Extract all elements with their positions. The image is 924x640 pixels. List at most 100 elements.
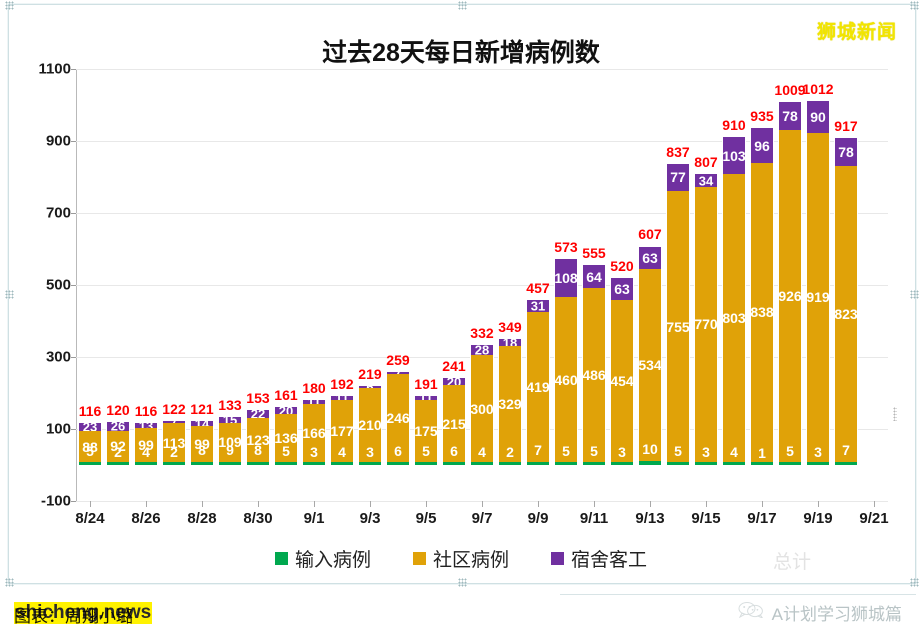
bar-segment-dorm[interactable]: 20 [442, 375, 466, 388]
bar-segment-community[interactable]: 460 [554, 297, 578, 463]
bar-segment-imported[interactable] [750, 462, 774, 465]
bar-segment-imported[interactable] [638, 461, 662, 465]
bar-column[interactable]: 26 92 2 120 [106, 402, 130, 465]
bar-segment-imported[interactable] [694, 462, 718, 465]
bar-segment-dorm[interactable]: 108 [554, 258, 578, 298]
bar-segment-community[interactable]: 770 [694, 186, 718, 463]
bar-segment-dorm[interactable]: 63 [638, 246, 662, 270]
bar-segment-dorm[interactable]: 7 [162, 416, 186, 429]
bar-segment-community[interactable]: 88 [78, 431, 102, 463]
bar-segment-community[interactable]: 99 [190, 426, 214, 462]
bar-column[interactable]: 90 919 3 1012 [802, 81, 834, 465]
legend-item[interactable]: 社区病例 [412, 545, 509, 572]
bar-segment-community[interactable]: 823 [834, 166, 858, 462]
bar-segment-dorm[interactable]: 103 [722, 137, 746, 175]
bar-segment-dorm[interactable]: 34 [694, 174, 718, 187]
bar-segment-imported[interactable] [778, 462, 802, 465]
bar-column[interactable]: 63 454 3 520 [610, 258, 634, 465]
bar-column[interactable]: 103 803 4 910 [722, 117, 746, 465]
bar-segment-community[interactable]: 92 [106, 430, 130, 463]
bar-segment-dorm[interactable]: 64 [582, 265, 606, 289]
bar-column[interactable]: 63 534 10 607 [638, 226, 662, 465]
bar-segment-dorm[interactable]: 7 [386, 367, 410, 380]
bar-segment-community[interactable]: 246 [386, 374, 410, 463]
bar-segment-imported[interactable] [386, 462, 410, 465]
bar-segment-dorm[interactable]: 6 [358, 381, 382, 394]
bar-segment-imported[interactable] [358, 462, 382, 465]
resize-handle-middle-left[interactable] [5, 290, 14, 299]
bar-column[interactable]: 78 823 7 917 [834, 118, 858, 465]
bar-segment-imported[interactable] [554, 462, 578, 465]
legend-item[interactable]: 宿舍客工 [551, 545, 647, 572]
bar-column[interactable]: 23 88 5 116 [78, 403, 102, 465]
bar-segment-community[interactable]: 109 [218, 422, 242, 462]
bar-column[interactable]: 28 300 4 332 [470, 325, 494, 465]
bar-column[interactable]: 20 215 6 241 [442, 358, 466, 465]
bar-segment-dorm[interactable]: 20 [274, 404, 298, 417]
bar-segment-dorm[interactable]: 22 [246, 407, 270, 420]
bar-segment-dorm[interactable]: 28 [470, 344, 494, 357]
bar-segment-community[interactable]: 210 [358, 388, 382, 463]
bar-segment-imported[interactable] [106, 462, 130, 465]
scroll-indicator[interactable] [893, 407, 897, 421]
bar-column[interactable]: 20 136 5 161 [274, 387, 298, 465]
bar-segment-imported[interactable] [442, 462, 466, 465]
bar-segment-imported[interactable] [498, 462, 522, 465]
bar-segment-community[interactable]: 136 [274, 414, 298, 463]
bar-segment-imported[interactable] [722, 462, 746, 465]
bar-column[interactable]: 22 123 8 153 [246, 390, 270, 465]
bar-segment-dorm[interactable]: 63 [610, 277, 634, 301]
legend-item[interactable]: 输入病例 [274, 545, 371, 572]
bar-segment-imported[interactable] [190, 462, 214, 465]
bar-column[interactable]: 96 838 1 935 [750, 108, 774, 465]
resize-handle-top-center[interactable] [458, 1, 467, 10]
bar-segment-imported[interactable] [526, 462, 550, 465]
bar-column[interactable]: 7 246 6 259 [386, 352, 410, 465]
bar-column[interactable]: 11 177 4 192 [330, 376, 354, 465]
bar-column[interactable]: 34 770 3 807 [694, 154, 718, 465]
bar-segment-imported[interactable] [414, 462, 438, 465]
bar-segment-imported[interactable] [302, 462, 326, 465]
bar-segment-dorm[interactable]: 78 [778, 101, 802, 130]
bar-segment-community[interactable]: 919 [806, 132, 830, 463]
bar-segment-community[interactable]: 803 [722, 174, 746, 463]
bar-column[interactable]: 15 109 9 133 [218, 397, 242, 465]
bar-column[interactable]: 64 486 5 555 [582, 245, 606, 465]
bar-segment-community[interactable]: 175 [414, 400, 438, 463]
bar-segment-imported[interactable] [78, 462, 102, 465]
bar-segment-community[interactable]: 177 [330, 399, 354, 463]
bar-column[interactable]: 108 460 5 573 [554, 239, 578, 465]
bar-column[interactable]: 31 419 7 457 [526, 280, 550, 465]
bar-segment-community[interactable]: 99 [134, 427, 158, 463]
bar-segment-dorm[interactable]: 23 [78, 421, 102, 434]
bar-segment-dorm[interactable]: 26 [106, 420, 130, 433]
chart-object-frame[interactable]: 过去28天每日新增病例数 狮城新闻 1100 900 700 500 300 100 -10… [5, 1, 919, 587]
resize-handle-bottom-center[interactable] [458, 578, 467, 587]
bar-segment-community[interactable]: 113 [162, 423, 186, 463]
resize-handle-bottom-right[interactable] [910, 578, 919, 587]
resize-handle-bottom-left[interactable] [5, 578, 14, 587]
bar-segment-community[interactable]: 215 [442, 385, 466, 463]
bar-segment-imported[interactable] [330, 462, 354, 465]
bar-segment-community[interactable]: 755 [666, 191, 690, 463]
bar-segment-community[interactable]: 926 [778, 129, 802, 463]
bar-segment-community[interactable]: 838 [750, 162, 774, 463]
bar-segment-community[interactable]: 166 [302, 404, 326, 463]
resize-handle-top-right[interactable] [910, 1, 919, 10]
bar-segment-imported[interactable] [274, 462, 298, 465]
resize-handle-middle-right[interactable] [910, 290, 919, 299]
bar-segment-community[interactable]: 486 [582, 288, 606, 463]
bar-segment-imported[interactable] [834, 462, 858, 465]
bar-segment-imported[interactable] [666, 462, 690, 465]
bar-segment-imported[interactable] [218, 461, 242, 465]
bar-segment-community[interactable]: 419 [526, 311, 550, 463]
bar-column[interactable]: 77 755 5 837 [666, 144, 690, 465]
bar-segment-dorm[interactable]: 90 [806, 100, 830, 133]
bar-column[interactable]: 11 175 5 191 [414, 376, 438, 465]
bar-column[interactable]: 11 166 3 180 [302, 380, 326, 465]
bar-segment-dorm[interactable]: 78 [834, 138, 858, 167]
bar-column[interactable]: 6 210 3 219 [358, 366, 382, 465]
bar-column[interactable]: 78 926 5 1009 [774, 82, 806, 465]
bar-segment-community[interactable]: 300 [470, 355, 494, 463]
bar-column[interactable]: 13 99 4 116 [134, 403, 158, 465]
